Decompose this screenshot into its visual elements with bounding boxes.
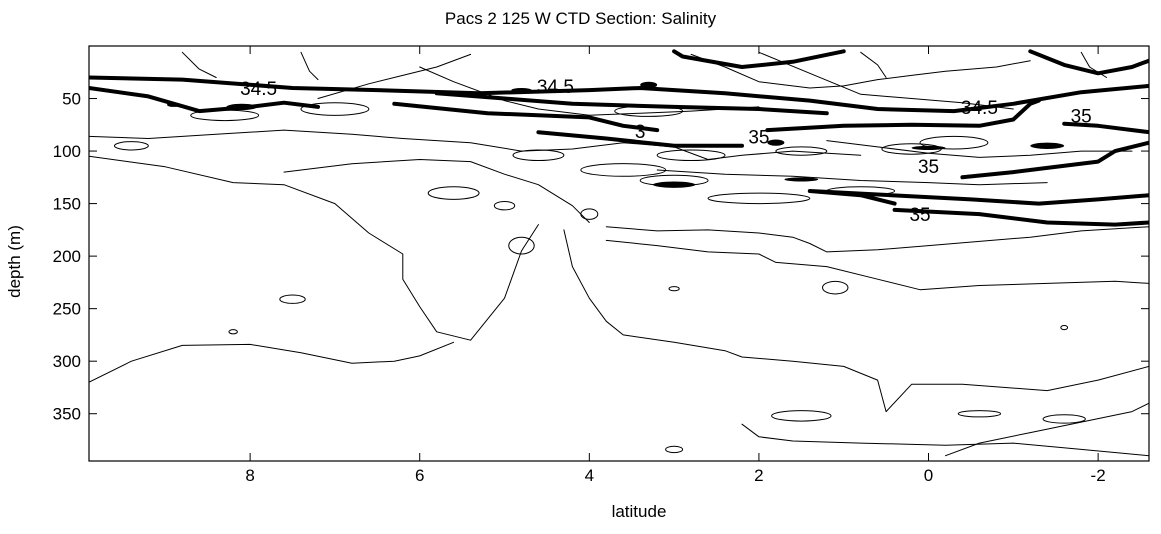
y-tick-label: 100	[53, 142, 81, 161]
x-axis-label: latitude	[612, 502, 667, 521]
contour-island	[279, 294, 306, 304]
contour-island	[427, 186, 480, 200]
x-tick-label: 8	[245, 466, 254, 485]
x-tick-label: -2	[1091, 466, 1106, 485]
contour-label: 34.5	[537, 77, 574, 98]
contour-line	[89, 155, 539, 341]
contour-blob	[1030, 142, 1065, 149]
contour-label: 34.5	[961, 98, 998, 119]
contour-blob	[226, 103, 257, 111]
contour-island	[580, 208, 599, 220]
contour-blob	[511, 88, 532, 93]
contour-blob	[640, 81, 658, 89]
contour-line	[758, 51, 1014, 110]
plot-frame	[88, 45, 1150, 462]
contour-island	[1060, 324, 1069, 331]
contour-line	[89, 129, 862, 160]
contour-island	[957, 410, 1002, 418]
contour-island	[1042, 414, 1086, 424]
contour-line	[181, 51, 217, 78]
contour-line-bold	[765, 98, 1041, 133]
chart-title: Pacs 2 125 W CTD Section: Salinity	[444, 9, 717, 28]
contour-island	[656, 149, 726, 162]
y-tick-label: 200	[53, 247, 81, 266]
contour-island	[826, 186, 896, 196]
contour-island	[580, 163, 667, 177]
contour-line-bold	[536, 130, 744, 148]
y-axis-label: depth (m)	[5, 225, 24, 298]
contour-line-bold	[392, 101, 660, 133]
contour-line-bold	[807, 189, 1149, 206]
contour-line-bold	[892, 207, 1149, 227]
contour-line	[860, 51, 887, 78]
x-tick-label: 4	[585, 466, 594, 485]
contour-island	[614, 105, 684, 117]
y-tick-label: 300	[53, 352, 81, 371]
contour-line-bold	[434, 91, 829, 116]
contour-blob	[784, 177, 819, 182]
contour-line-bold	[672, 49, 846, 69]
contour-line	[826, 140, 1133, 158]
contour-island	[508, 236, 535, 255]
contour-line	[89, 341, 455, 383]
y-tick-label: 150	[53, 195, 81, 214]
contour-island	[190, 109, 260, 122]
contour-layer: 34.5 34.5 34.5 35 35 3 35 35	[89, 49, 1149, 457]
contour-line	[300, 51, 319, 81]
contour-line	[690, 53, 1031, 89]
contour-island	[822, 280, 849, 295]
contour-label: 35	[748, 127, 769, 148]
contour-line	[283, 159, 590, 223]
y-tick-label: 250	[53, 300, 81, 319]
contour-island	[919, 135, 989, 150]
contour-blob	[167, 102, 181, 107]
contour-line-bold	[1028, 49, 1149, 76]
contour-label: 3	[635, 122, 646, 143]
contour-line	[741, 423, 1149, 457]
contour-island	[771, 410, 832, 422]
x-tick-label: 2	[754, 466, 763, 485]
contour-label: 34.5	[240, 79, 277, 100]
contour-line	[945, 402, 1149, 457]
contour-line	[1080, 51, 1108, 78]
contour-island	[300, 102, 370, 116]
contour-island	[228, 329, 238, 335]
contour-blob	[652, 181, 696, 188]
contour-line-bold	[89, 86, 320, 114]
x-tick-label: 0	[924, 466, 933, 485]
contour-line	[605, 226, 1149, 253]
contour-line-bold	[1062, 121, 1149, 135]
contour-line	[563, 229, 1149, 413]
contour-line	[317, 53, 472, 99]
y-tick-label: 350	[53, 405, 81, 424]
contour-label: 35	[1071, 106, 1092, 127]
contour-island	[707, 192, 811, 205]
contour-blob	[911, 145, 946, 151]
contour-line	[656, 169, 1048, 186]
contour-line-bold	[960, 140, 1149, 180]
contour-island	[113, 141, 149, 151]
contour-island	[668, 286, 680, 292]
contour-island	[512, 149, 565, 162]
y-tick-label: 50	[62, 90, 81, 109]
contour-island	[665, 445, 684, 454]
contour-line	[605, 239, 1149, 291]
x-tick-label: 6	[415, 466, 424, 485]
contour-line-bold	[89, 75, 1149, 114]
contour-island	[493, 200, 516, 211]
contour-line	[419, 66, 760, 116]
contour-label: 35	[909, 205, 930, 226]
contour-blob	[767, 139, 785, 146]
contour-island	[775, 146, 828, 156]
contour-label: 35	[918, 157, 939, 178]
